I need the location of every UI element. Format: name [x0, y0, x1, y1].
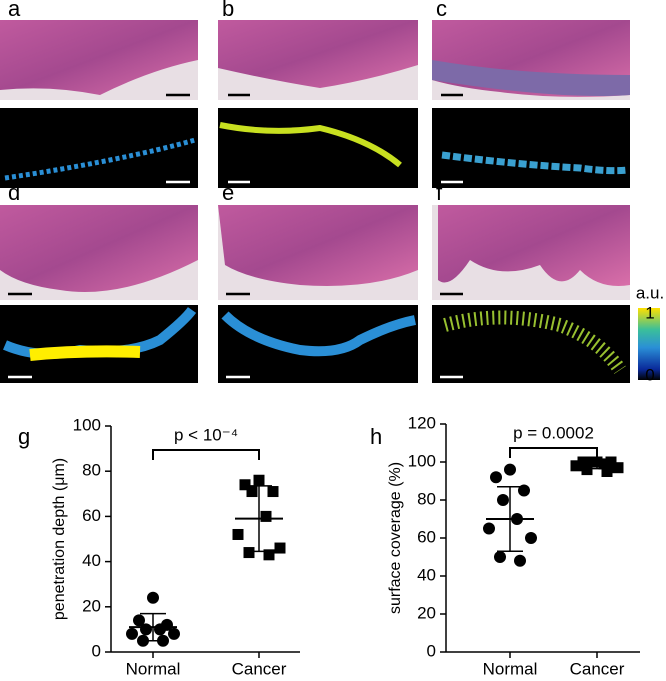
panel-label: h [370, 424, 382, 449]
colorbar-tick-label: 0 [645, 365, 654, 384]
y-tick-label: 0 [427, 641, 436, 660]
he-tissue [0, 20, 198, 95]
scale-bars [8, 180, 463, 379]
data-point [267, 486, 279, 498]
fluor-image [432, 305, 630, 383]
data-point [601, 466, 613, 477]
fluor-image [432, 108, 630, 188]
data-point [260, 510, 272, 522]
panel-label: f [436, 180, 443, 205]
significance-bracket [509, 447, 598, 458]
y-tick-label: 20 [417, 603, 436, 622]
y-tick-label: 60 [82, 506, 101, 525]
data-point [605, 456, 617, 468]
data-point [239, 479, 251, 491]
y-axis-label: surface coverage (%) [387, 462, 404, 614]
x-tick-label: Normal [483, 659, 538, 678]
data-point [518, 484, 530, 497]
data-point [577, 456, 589, 468]
y-tick-label: 20 [82, 596, 101, 615]
data-point [504, 463, 516, 476]
he-tissue [218, 205, 418, 286]
data-point [581, 464, 593, 476]
fluor-signal [219, 122, 402, 168]
x-tick-label: Normal [126, 659, 181, 678]
fluor-image [218, 305, 418, 383]
y-tick-label: 120 [408, 413, 436, 432]
y-tick-label: 40 [417, 565, 436, 584]
data-point [584, 456, 596, 468]
data-point [497, 494, 509, 506]
x-tick-label: Cancer [232, 659, 287, 678]
data-point [514, 554, 526, 567]
fluor-signal [221, 311, 417, 357]
y-tick-label: 0 [92, 641, 101, 660]
data-point [232, 528, 244, 540]
data-point [525, 532, 537, 544]
data-point [483, 522, 495, 535]
data-point [243, 547, 255, 559]
fluor-signal [4, 137, 196, 181]
he-tissue [218, 20, 418, 88]
x-tick-label: Cancer [570, 659, 625, 678]
data-point [246, 486, 258, 498]
colorbar-label: a.u. [636, 283, 664, 302]
data-point [263, 549, 275, 561]
colorbar-tick-label: 1 [645, 303, 654, 322]
fluor-image [0, 305, 198, 383]
panel-label: g [18, 424, 30, 449]
data-point [168, 627, 180, 640]
he-tissue [438, 205, 630, 286]
y-axis-label: penetration depth (μm) [51, 458, 68, 620]
data-point [494, 551, 506, 563]
data-point [490, 471, 502, 484]
data-point [274, 542, 286, 554]
he-tissue [0, 205, 198, 292]
data-point [126, 627, 138, 640]
fluor-image [218, 108, 418, 188]
image-panels [0, 20, 660, 383]
y-tick-label: 80 [417, 489, 436, 508]
fluor-signal [441, 151, 629, 175]
he-tissue [432, 60, 630, 96]
data-point [154, 623, 166, 636]
p-value: p = 0.0002 [513, 423, 594, 442]
scale-bars [8, 93, 463, 296]
data-point [253, 474, 265, 486]
fluor-signal [29, 345, 141, 361]
fluor-signal [443, 310, 626, 375]
panel-label: a [8, 0, 21, 21]
panel-label: c [436, 0, 447, 21]
panel-label: b [222, 0, 234, 21]
y-tick-label: 60 [417, 527, 436, 546]
panel-label: d [8, 180, 20, 205]
y-tick-label: 100 [408, 451, 436, 470]
panel-label: e [222, 180, 234, 205]
y-tick-label: 80 [82, 461, 101, 480]
p-value: p < 10⁻⁴ [174, 425, 238, 444]
data-point [140, 623, 152, 636]
colorbar [638, 308, 660, 380]
data-point [147, 591, 159, 604]
data-point [133, 614, 145, 627]
y-tick-label: 100 [73, 415, 101, 434]
y-tick-label: 40 [82, 551, 101, 570]
data-point [612, 462, 624, 474]
significance-bracket [152, 449, 260, 460]
